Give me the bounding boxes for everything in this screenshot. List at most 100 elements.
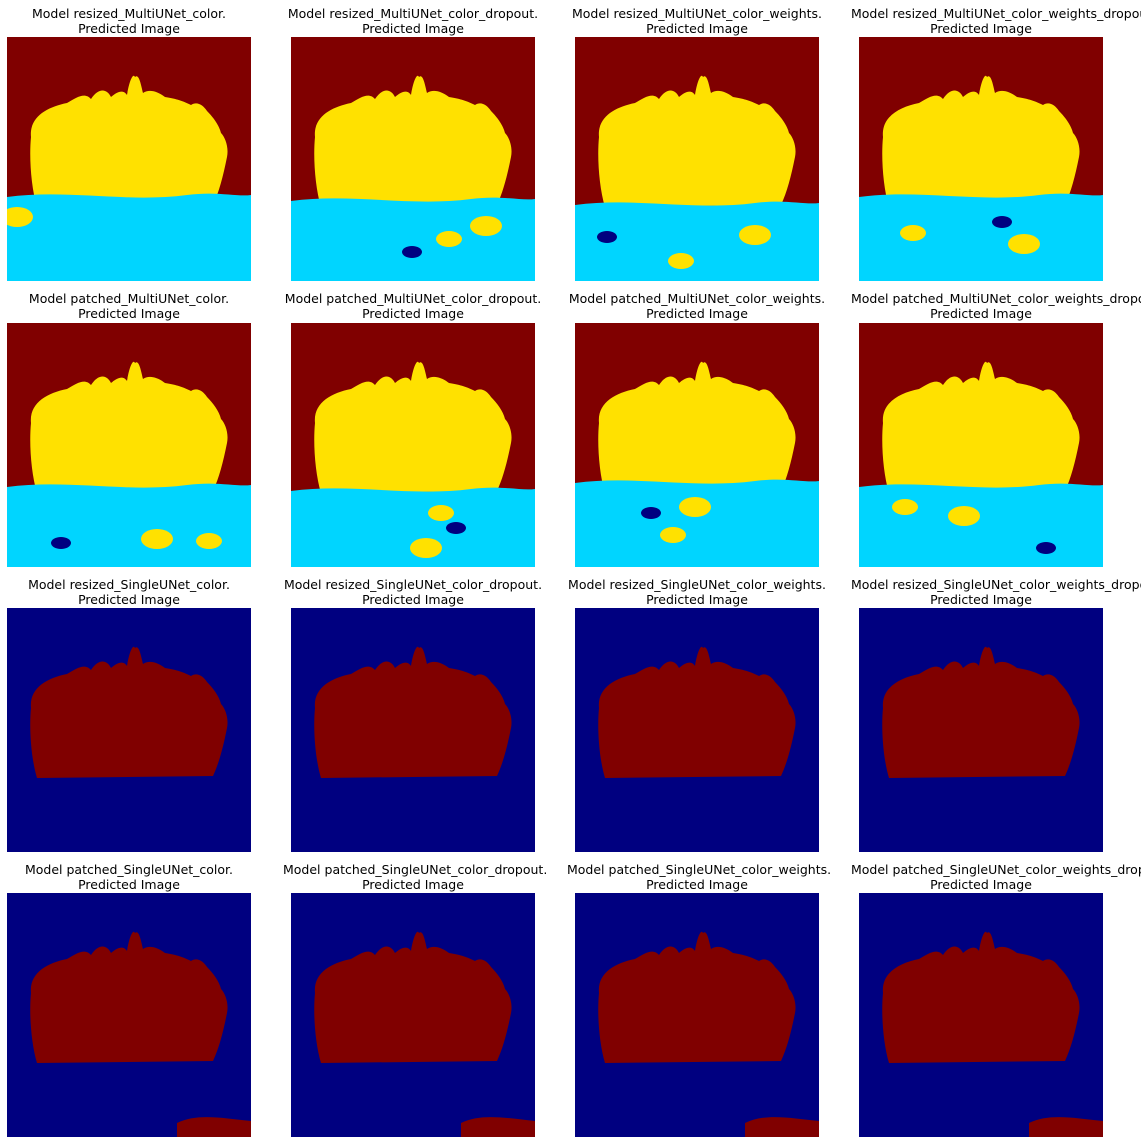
model-name: Model resized_SingleUNet_color. (28, 577, 230, 592)
predicted-mask-image (859, 893, 1103, 1137)
predicted-image-label: Predicted Image (646, 21, 748, 36)
noise-patch (461, 1117, 535, 1137)
panel-title: Model resized_MultiUNet_color_dropout. Pr… (283, 6, 543, 36)
noise-patch (739, 225, 771, 245)
predicted-image-label: Predicted Image (646, 592, 748, 607)
predicted-image-label: Predicted Image (362, 306, 464, 321)
predicted-mask-image (7, 323, 251, 567)
model-name: Model resized_SingleUNet_color_weights. (568, 577, 826, 592)
noise-patch (51, 537, 71, 549)
object-region (598, 931, 796, 1063)
object-region (314, 361, 512, 493)
panel-title: Model resized_MultiUNet_color. Predicted … (0, 6, 259, 36)
model-name: Model patched_MultiUNet_color. (28, 291, 230, 306)
predicted-mask-image (291, 893, 535, 1137)
object-region (598, 75, 796, 207)
noise-patch (892, 499, 918, 515)
predicted-image-label: Predicted Image (930, 592, 1032, 607)
predicted-image-label: Predicted Image (78, 21, 180, 36)
noise-patch (1008, 234, 1040, 254)
noise-patch (900, 225, 926, 241)
noise-patch (428, 505, 454, 521)
noise-patch (177, 1117, 251, 1137)
model-name: Model patched_SingleUNet_color_dropout. (283, 862, 548, 877)
water-region (859, 193, 1103, 281)
predicted-image-label: Predicted Image (78, 306, 180, 321)
noise-patch (992, 216, 1012, 228)
panel-title: Model patched_SingleUNet_color. Predicted… (0, 862, 259, 892)
predicted-image-label: Predicted Image (78, 877, 180, 892)
noise-patch (196, 533, 222, 549)
model-name: Model resized_MultiUNet_color_dropout. (287, 6, 539, 21)
predicted-mask-image (291, 323, 535, 567)
water-region (859, 483, 1103, 567)
object-region (314, 75, 512, 207)
model-name: Model resized_MultiUNet_color. (32, 6, 226, 21)
object-region (30, 646, 228, 778)
panel-title: Model patched_MultiUNet_color. Predicted … (0, 291, 259, 321)
water-region (7, 483, 251, 567)
panel-title: Model resized_MultiUNet_color_weights_dr… (851, 6, 1141, 36)
object-region (30, 361, 228, 493)
noise-patch (660, 527, 686, 543)
noise-patch (470, 216, 502, 236)
object-region (314, 931, 512, 1063)
model-name: Model patched_SingleUNet_color_weights. (567, 862, 832, 877)
noise-patch (679, 497, 711, 517)
predicted-image-label: Predicted Image (930, 306, 1032, 321)
predicted-mask-image (575, 608, 819, 852)
object-region (30, 931, 228, 1063)
panel-title: Model resized_SingleUNet_color. Predicted… (0, 577, 259, 607)
model-name: Model patched_MultiUNet_color_dropout. (284, 291, 542, 306)
predicted-mask-image (859, 608, 1103, 852)
predicted-image-label: Predicted Image (646, 306, 748, 321)
panel-title: Model resized_SingleUNet_color_weights_d… (851, 577, 1141, 607)
panel-title: Model resized_SingleUNet_color_weights. P… (567, 577, 827, 607)
predicted-mask-image (859, 37, 1103, 281)
noise-patch (948, 506, 980, 526)
water-region (575, 201, 819, 281)
noise-patch (410, 538, 442, 558)
water-region (575, 479, 819, 567)
noise-patch (446, 522, 466, 534)
noise-patch (402, 246, 422, 258)
object-region (30, 75, 228, 207)
predicted-image-label: Predicted Image (930, 877, 1032, 892)
noise-patch (1029, 1117, 1103, 1137)
object-region (882, 361, 1080, 493)
model-name: Model patched_MultiUNet_color_weights. (568, 291, 826, 306)
model-name: Model patched_MultiUNet_color_weights_dr… (851, 291, 1141, 306)
predicted-image-label: Predicted Image (362, 592, 464, 607)
noise-patch (1036, 542, 1056, 554)
panel-title: Model resized_MultiUNet_color_weights. Pr… (567, 6, 827, 36)
predicted-mask-image (291, 608, 535, 852)
noise-patch (668, 253, 694, 269)
object-region (882, 646, 1080, 778)
predicted-mask-image (575, 37, 819, 281)
panel-title: Model patched_MultiUNet_color_weights_dr… (851, 291, 1141, 321)
predicted-mask-image (575, 893, 819, 1137)
predicted-mask-image (7, 608, 251, 852)
predicted-image-label: Predicted Image (930, 21, 1032, 36)
panel-title: Model patched_SingleUNet_color_weights_d… (851, 862, 1141, 892)
model-name: Model resized_MultiUNet_color_weights. (571, 6, 823, 21)
predicted-image-label: Predicted Image (362, 21, 464, 36)
noise-patch (745, 1117, 819, 1137)
predicted-mask-image (291, 37, 535, 281)
noise-patch (141, 529, 173, 549)
predicted-mask-image (575, 323, 819, 567)
model-name: Model patched_SingleUNet_color. (24, 862, 234, 877)
model-name: Model patched_SingleUNet_color_weights_d… (851, 862, 1141, 877)
water-region (291, 487, 535, 567)
predicted-mask-image (859, 323, 1103, 567)
predicted-image-label: Predicted Image (78, 592, 180, 607)
panel-title: Model patched_MultiUNet_color_weights. Pr… (567, 291, 827, 321)
panel-title: Model patched_SingleUNet_color_dropout. P… (283, 862, 548, 892)
water-region (291, 197, 535, 281)
predicted-image-label: Predicted Image (646, 877, 748, 892)
noise-patch (597, 231, 617, 243)
object-region (598, 361, 796, 493)
panel-title: Model resized_SingleUNet_color_dropout. P… (283, 577, 543, 607)
water-region (7, 193, 251, 281)
predicted-mask-image (7, 893, 251, 1137)
